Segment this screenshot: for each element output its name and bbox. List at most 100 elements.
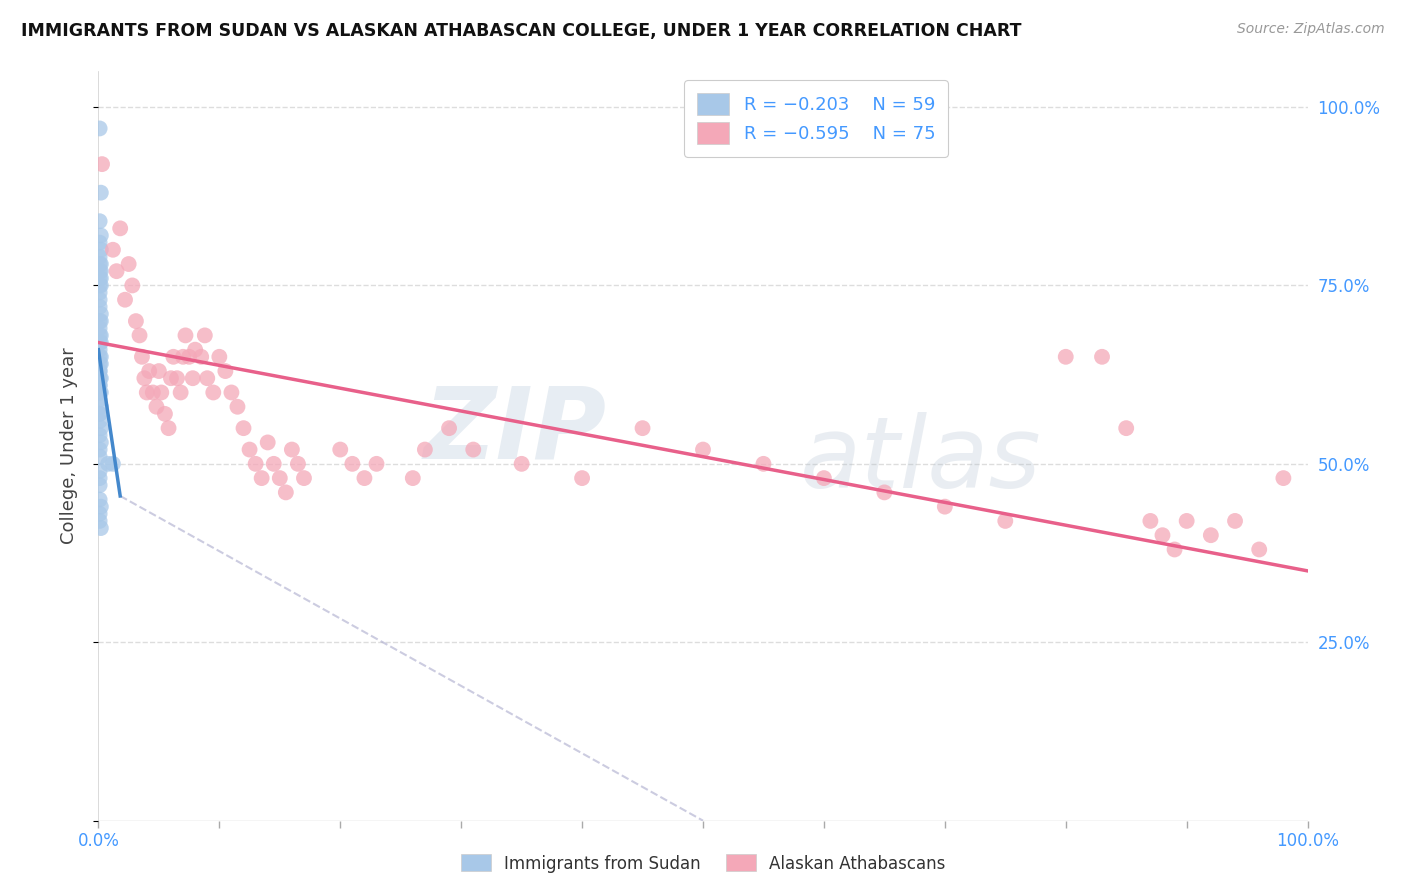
Point [90,243,112,257]
Point [89,478,111,492]
Point [89,371,111,385]
Point [91,157,114,171]
Point [752,457,775,471]
Point [934,500,956,514]
Point [172,350,194,364]
Point [90,350,112,364]
Point [90,500,112,514]
Point [89,450,111,464]
Point [89,464,111,478]
Point [292,471,315,485]
Point [89,378,111,392]
Point [89,471,111,485]
Point [402,471,425,485]
Point [571,471,593,485]
Point [90,357,112,371]
Point [150,385,173,400]
Point [89,507,111,521]
Point [89,392,111,407]
Point [90,228,112,243]
Point [89,514,111,528]
Point [90,521,112,535]
Point [994,514,1017,528]
Point [226,400,249,414]
Point [184,343,207,357]
Point [89,121,111,136]
Point [89,314,111,328]
Point [89,357,111,371]
Point [195,371,218,385]
Point [89,285,111,300]
Point [157,421,180,435]
Point [90,278,112,293]
Point [245,457,267,471]
Point [90,421,112,435]
Text: Source: ZipAtlas.com: Source: ZipAtlas.com [1237,22,1385,37]
Point [105,264,128,278]
Point [89,300,111,314]
Point [89,278,111,293]
Point [89,350,111,364]
Point [162,350,184,364]
Point [169,385,191,400]
Point [190,350,212,364]
Point [135,385,157,400]
Point [287,457,309,471]
Point [89,407,111,421]
Legend: Immigrants from Sudan, Alaskan Athabascans: Immigrants from Sudan, Alaskan Athabasca… [454,847,952,880]
Point [1115,421,1137,435]
Point [101,243,124,257]
Point [631,421,654,435]
Point [90,335,112,350]
Point [90,307,112,321]
Point [128,328,150,343]
Legend: R = −0.203    N = 59, R = −0.595    N = 75: R = −0.203 N = 59, R = −0.595 N = 75 [685,80,948,157]
Point [89,343,111,357]
Point [873,485,896,500]
Point [1054,350,1077,364]
Point [510,457,533,471]
Text: IMMIGRANTS FROM SUDAN VS ALASKAN ATHABASCAN COLLEGE, UNDER 1 YEAR CORRELATION CH: IMMIGRANTS FROM SUDAN VS ALASKAN ATHABAS… [21,22,1022,40]
Point [813,471,835,485]
Point [89,414,111,428]
Point [342,457,364,471]
Point [89,407,111,421]
Point [89,378,111,392]
Point [90,371,112,385]
Point [221,385,243,400]
Point [108,221,131,235]
Point [239,442,262,457]
Point [89,293,111,307]
Point [208,350,231,364]
Point [89,264,111,278]
Point [89,442,111,457]
Point [89,428,111,442]
Point [329,442,352,457]
Point [1175,514,1198,528]
Point [121,278,143,293]
Point [90,271,112,285]
Point [90,186,112,200]
Point [1091,350,1114,364]
Point [89,235,111,250]
Point [269,471,291,485]
Text: atlas: atlas [800,412,1042,509]
Point [90,314,112,328]
Point [353,471,375,485]
Point [160,371,183,385]
Point [134,371,156,385]
Point [89,271,111,285]
Point [1272,471,1295,485]
Point [281,442,304,457]
Point [1199,528,1222,542]
Point [366,457,388,471]
Point [89,364,111,378]
Point [138,364,160,378]
Point [232,421,254,435]
Point [142,385,165,400]
Point [89,257,111,271]
Point [202,385,225,400]
Point [89,335,111,350]
Point [90,385,112,400]
Point [153,407,176,421]
